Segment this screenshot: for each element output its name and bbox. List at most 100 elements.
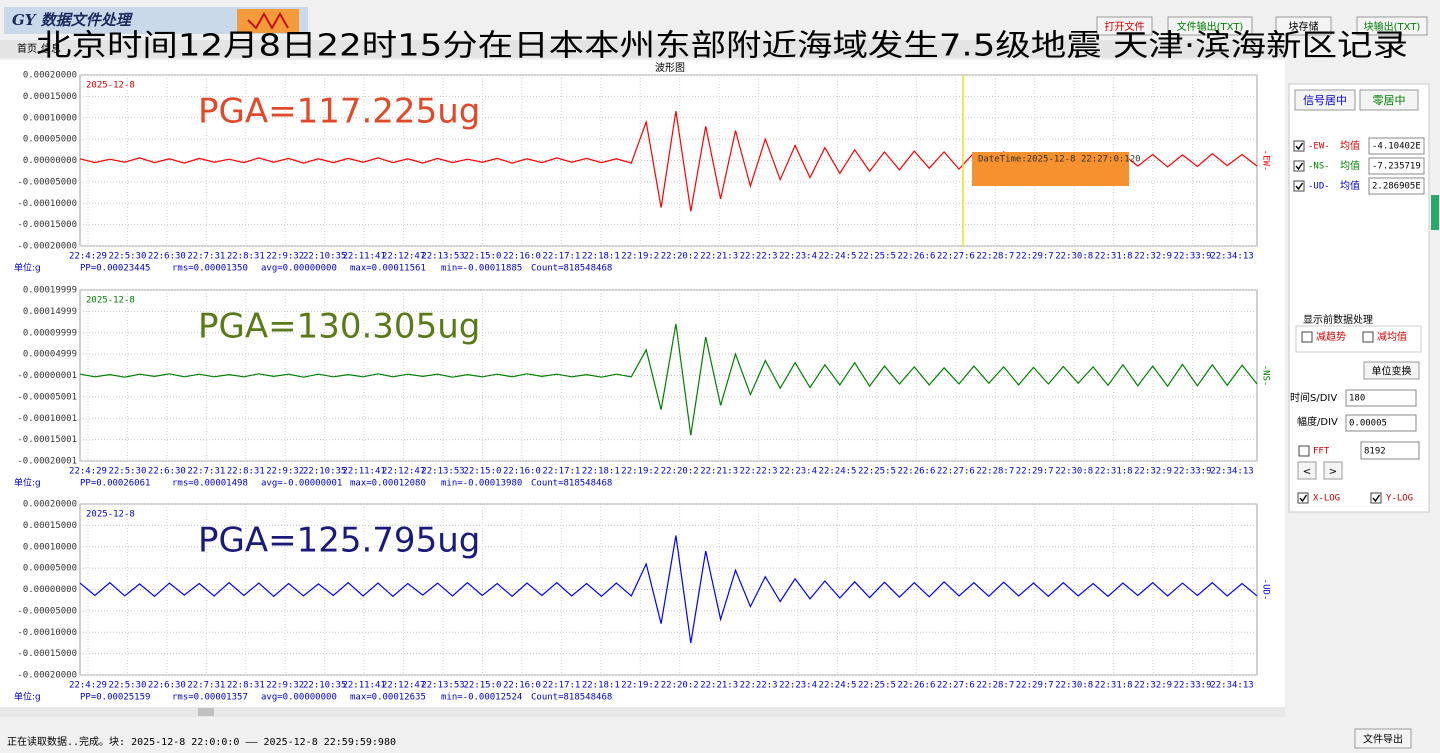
y-tick-label: 0.00015000 <box>23 521 77 531</box>
checkmark <box>1299 494 1308 503</box>
x-tick-label: 22:17:1 <box>542 681 580 691</box>
tooltip <box>972 152 1129 186</box>
x-tick-label: 22:34:13 <box>1210 681 1253 691</box>
x-tick-label: 22:34:13 <box>1210 252 1253 262</box>
status-text: 正在读取数据..完成。块: 2025-12-8 22:0:0:0 —— 2025… <box>7 735 396 748</box>
button[interactable] <box>1323 461 1343 480</box>
x-tick-label: 22:5:30 <box>108 467 146 477</box>
y-tick-label: -0.00005000 <box>17 177 77 187</box>
x-tick-label: 22:9:32 <box>266 681 304 691</box>
button-label[interactable]: 文件导出 <box>1363 733 1403 746</box>
y-tick-label: 0.00015000 <box>23 92 77 102</box>
channel-label: -EW- <box>1261 150 1271 172</box>
button[interactable] <box>1356 16 1428 36</box>
button-label[interactable]: 文件输出(TXT) <box>1177 20 1244 33</box>
stat: rms=0.00001357 <box>172 693 248 703</box>
y-tick-label: 0.00005000 <box>23 564 77 574</box>
stat: min=-0.00011885 <box>441 264 522 274</box>
y-tick-label: 0.00014999 <box>23 307 77 317</box>
tab[interactable]: 信息 <box>41 42 61 55</box>
select[interactable] <box>1360 441 1420 460</box>
button-label[interactable]: < <box>1303 467 1311 478</box>
y-tick-label: -0.00020000 <box>17 242 77 252</box>
input[interactable] <box>1345 389 1417 407</box>
unit-label: 单位:g <box>14 477 41 489</box>
stat: max=0.00012080 <box>350 479 426 489</box>
x-tick-label: 22:24:5 <box>819 467 857 477</box>
x-tick-label: 22:20:2 <box>661 681 699 691</box>
button[interactable] <box>1359 89 1419 111</box>
button[interactable] <box>1363 361 1420 380</box>
checkbox-label: Y-LOG <box>1386 494 1413 504</box>
input[interactable] <box>1368 137 1425 155</box>
x-tick-label: 22:21:3 <box>700 252 738 262</box>
field-value: 0.00005 <box>1349 419 1387 429</box>
stat: Count=818548468 <box>531 264 612 274</box>
input[interactable] <box>1368 157 1425 175</box>
x-tick-label: 22:23:4 <box>779 467 817 477</box>
checkbox[interactable] <box>1301 331 1313 343</box>
x-tick-label: 22:11:41 <box>342 681 385 691</box>
tab[interactable]: 首页 <box>17 42 37 55</box>
pga-annotation: PGA=125.795ug <box>198 521 480 561</box>
checkbox[interactable] <box>1298 445 1310 457</box>
y-tick-label: 0.00000000 <box>23 156 77 166</box>
checkbox-label: X-LOG <box>1313 494 1340 504</box>
x-tick-label: 22:28:7 <box>976 252 1014 262</box>
button-label[interactable]: 块存储 <box>1289 20 1319 33</box>
x-tick-label: 22:4:29 <box>69 252 107 262</box>
button[interactable] <box>1297 461 1317 480</box>
x-tick-label: 22:32:9 <box>1134 681 1172 691</box>
x-tick-label: 22:29:7 <box>1016 467 1054 477</box>
button[interactable] <box>1354 728 1412 749</box>
h-scrollbar[interactable] <box>0 707 1285 717</box>
stat: min=-0.00012524 <box>441 693 522 703</box>
checkbox[interactable] <box>1370 492 1382 504</box>
input[interactable] <box>1345 414 1417 432</box>
button[interactable] <box>1275 16 1332 36</box>
button[interactable] <box>1096 16 1153 36</box>
button-label[interactable]: 块输出(TXT) <box>1364 20 1421 33</box>
x-tick-label: 22:23:4 <box>779 252 817 262</box>
channel-name: -EW- <box>1308 142 1330 152</box>
y-tick-label: -0.00005001 <box>17 392 77 402</box>
checkbox[interactable] <box>1293 140 1305 152</box>
x-tick-label: 22:12:47 <box>382 467 425 477</box>
y-tick-label: 0.00009999 <box>23 328 77 338</box>
input[interactable] <box>1368 177 1425 195</box>
x-tick-label: 22:21:3 <box>700 467 738 477</box>
checkbox[interactable] <box>1293 160 1305 172</box>
stat: rms=0.00001498 <box>172 479 248 489</box>
scrollbar-thumb[interactable] <box>1431 195 1439 230</box>
x-tick-label: 22:13:53 <box>421 252 464 262</box>
button-label[interactable]: 单位变换 <box>1372 365 1412 378</box>
button[interactable] <box>1167 16 1253 36</box>
channel-label: -NS- <box>1261 365 1271 387</box>
y-tick-label: -0.00010001 <box>17 414 77 424</box>
stat: avg=0.00000000 <box>261 264 337 274</box>
checkbox[interactable] <box>1362 331 1374 343</box>
checkbox[interactable] <box>1297 492 1309 504</box>
x-tick-label: 22:31:8 <box>1095 252 1133 262</box>
h-scrollbar-thumb[interactable] <box>198 708 214 716</box>
stat: Count=818548468 <box>531 693 612 703</box>
x-tick-label: 22:7:31 <box>187 681 225 691</box>
checkbox[interactable] <box>1293 180 1305 192</box>
pga-annotation: PGA=117.225ug <box>198 92 480 132</box>
x-tick-label: 22:8:31 <box>227 681 265 691</box>
button[interactable] <box>1294 89 1356 111</box>
button-label[interactable]: 信号居中 <box>1303 94 1347 107</box>
channel-label: -UD- <box>1261 579 1271 601</box>
x-tick-label: 22:19:2 <box>621 467 659 477</box>
button-label[interactable]: > <box>1329 467 1337 478</box>
button-label[interactable]: 打开文件 <box>1105 20 1145 33</box>
x-tick-label: 22:33:9 <box>1174 467 1212 477</box>
x-tick-label: 22:16:0 <box>503 252 541 262</box>
button-label[interactable]: 零居中 <box>1373 94 1406 107</box>
x-tick-label: 22:5:30 <box>108 681 146 691</box>
stat: PP=0.00025159 <box>80 693 150 703</box>
y-tick-label: -0.00000001 <box>17 371 77 381</box>
x-tick-label: 22:33:9 <box>1174 252 1212 262</box>
x-tick-label: 22:11:41 <box>342 252 385 262</box>
